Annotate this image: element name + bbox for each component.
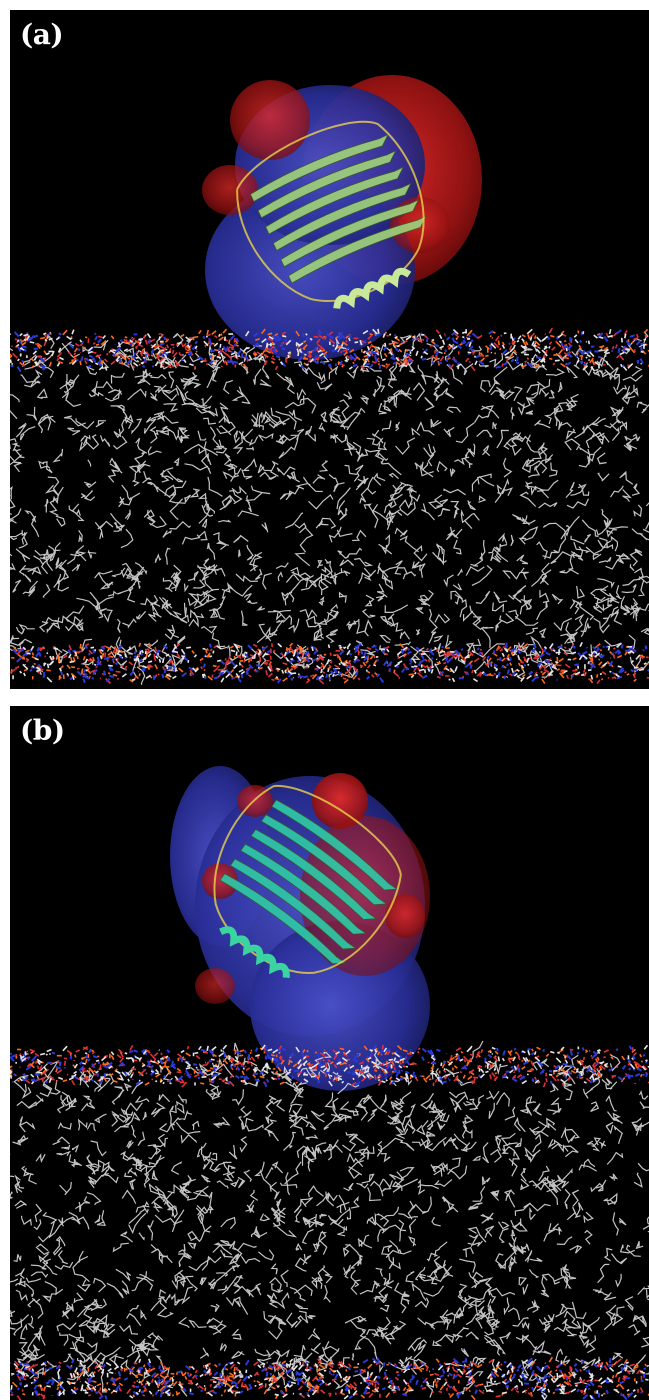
panel-b-label: (b) xyxy=(20,714,65,747)
scene-a-molecular-render xyxy=(10,75,649,686)
lipid-bilayer-a xyxy=(10,327,649,686)
panel-a: (a) xyxy=(10,10,649,689)
lipid-bilayer-b xyxy=(10,1040,649,1400)
protein-ribbon-a xyxy=(236,120,427,309)
panel-b: (b) xyxy=(10,706,649,1400)
protein-ribbon-b xyxy=(213,784,402,978)
scene-b-molecular-render xyxy=(10,766,649,1400)
panel-a-label: (a) xyxy=(20,18,64,51)
